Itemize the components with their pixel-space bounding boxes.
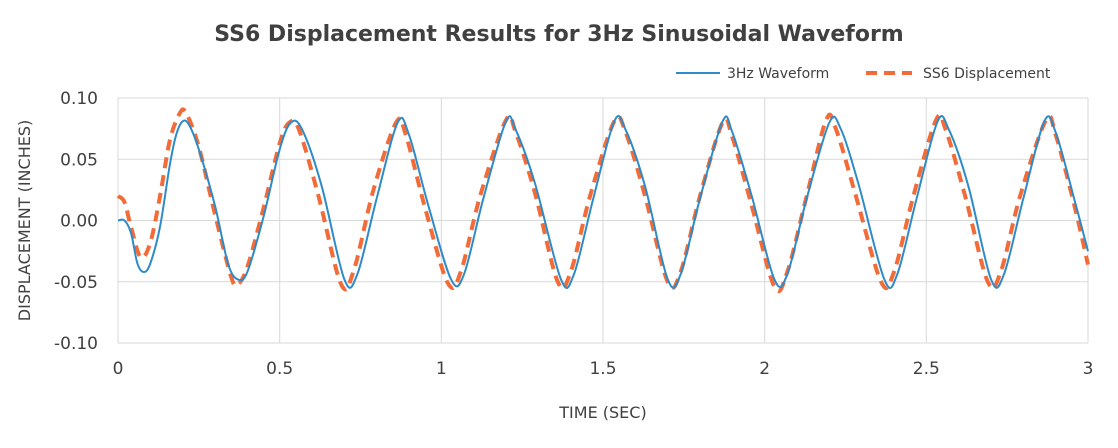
x-tick-label: 1 — [436, 359, 447, 379]
y-axis-title: DISPLACEMENT (INCHES) — [15, 120, 34, 321]
series-line-3hz-waveform — [117, 115, 1089, 289]
x-tick-label: 2.5 — [913, 359, 940, 379]
chart-title: SS6 Displacement Results for 3Hz Sinusoi… — [214, 22, 904, 47]
x-tick-label: 1.5 — [589, 359, 616, 379]
y-tick-label: 0.00 — [60, 212, 98, 232]
x-tick-label: 2 — [759, 359, 770, 379]
y-tick-label: -0.10 — [54, 334, 98, 354]
y-tick-label: -0.05 — [54, 273, 98, 293]
x-tick-label: 0.5 — [266, 359, 293, 379]
legend: 3Hz Waveform SS6 Displacement — [676, 66, 1051, 82]
legend-label-3hz-waveform: 3Hz Waveform — [727, 66, 829, 82]
tick-labels: 0.10 0.05 0.00 -0.05 -0.10 0 0.5 1 1.5 2 2.5 3 — [54, 89, 1093, 379]
y-tick-label: 0.10 — [60, 89, 98, 109]
x-tick-label: 3 — [1083, 359, 1094, 379]
series-group — [116, 107, 1090, 294]
y-tick-label: 0.05 — [60, 150, 98, 170]
x-axis-title: TIME (SEC) — [558, 403, 646, 422]
legend-label-ss6-displacement: SS6 Displacement — [923, 66, 1051, 82]
x-tick-label: 0 — [113, 359, 124, 379]
